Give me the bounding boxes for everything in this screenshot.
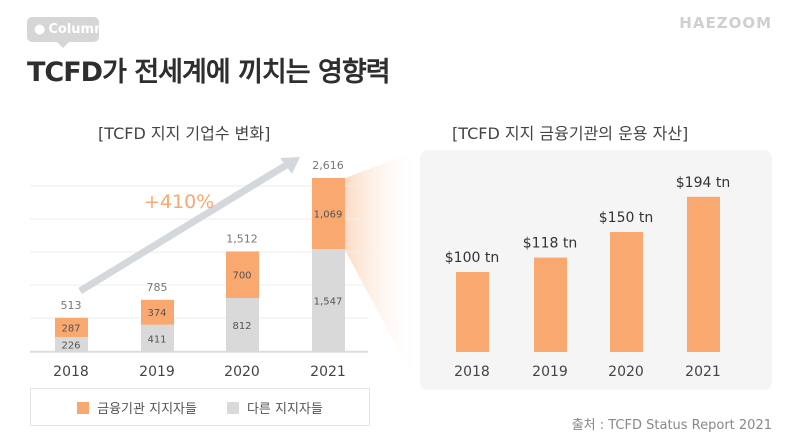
bar-financial — [55, 317, 88, 337]
bar-financial — [226, 251, 259, 298]
total-label: 785 — [147, 281, 168, 294]
legend-item-other: 다른 지지자들 — [226, 398, 323, 417]
legend: 금융기관 지지자들 다른 지지자들 — [30, 388, 370, 426]
bar-assets — [610, 232, 643, 352]
total-label: 1,512 — [226, 232, 258, 245]
right-panel — [420, 150, 772, 390]
bar-assets — [534, 257, 567, 352]
zoom-fan — [345, 150, 420, 390]
x-tick-label: 2020 — [224, 364, 260, 380]
x-tick-label: 2020 — [608, 364, 644, 380]
source-note: 출처 : TCFD Status Report 2021 — [571, 418, 772, 433]
value-label: $150 tn — [599, 210, 653, 226]
bar-other — [141, 324, 174, 352]
value-label: $118 tn — [523, 236, 577, 252]
x-tick-label: 2021 — [310, 364, 346, 380]
x-tick-label: 2019 — [532, 364, 568, 380]
value-label: 374 — [147, 308, 166, 319]
growth-arrow — [78, 161, 290, 294]
value-label: 1,547 — [314, 297, 343, 308]
value-label: 700 — [232, 271, 251, 282]
value-label: 226 — [61, 340, 80, 351]
pin-icon: ● — [34, 22, 46, 37]
x-tick-label: 2019 — [139, 364, 175, 380]
legend-item-financial: 금융기관 지지자들 — [77, 398, 197, 417]
column-badge: ● Column — [27, 17, 103, 48]
bar-financial — [312, 178, 345, 250]
value-label: 287 — [61, 323, 80, 334]
value-label: $194 tn — [676, 175, 730, 191]
value-label: 1,069 — [314, 210, 343, 221]
total-label: 513 — [61, 299, 82, 312]
value-label: $100 tn — [445, 250, 499, 266]
left-chart-title: [TCFD 지지 기업수 변화] — [98, 124, 271, 143]
x-tick-label: 2018 — [53, 364, 89, 380]
total-label: 2,616 — [312, 159, 344, 172]
bar-other — [226, 297, 259, 352]
growth-arrowhead — [280, 157, 300, 174]
x-tick-label: 2018 — [454, 364, 490, 380]
bar-assets — [456, 272, 489, 352]
growth-annotation: +410% — [144, 191, 214, 213]
bar-other — [55, 336, 88, 352]
bar-financial — [141, 299, 174, 325]
right-chart-title: [TCFD 지지 금융기관의 운용 자산] — [452, 124, 689, 143]
bar-assets — [687, 196, 720, 352]
value-label: 812 — [232, 321, 251, 332]
x-tick-label: 2021 — [685, 364, 721, 380]
bar-other — [312, 249, 345, 352]
value-label: 411 — [147, 334, 166, 345]
page-title: TCFD가 전세계에 끼치는 영향력 — [27, 57, 391, 88]
brand-logo: HAEZOOM — [679, 14, 772, 32]
